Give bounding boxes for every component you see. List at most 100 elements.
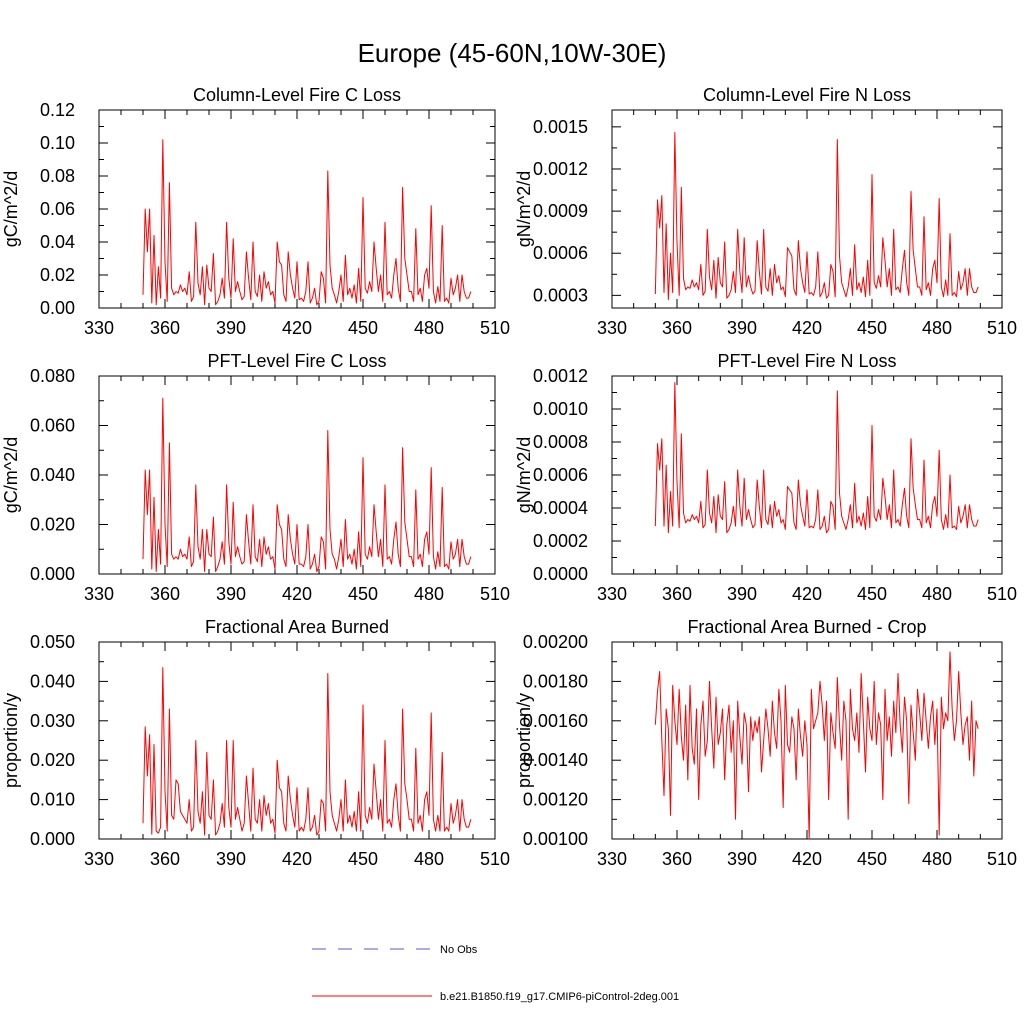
x-tick-label: 450 bbox=[348, 584, 378, 604]
panel-title: Fractional Area Burned bbox=[205, 617, 389, 637]
x-tick-label: 330 bbox=[597, 584, 627, 604]
x-tick-label: 510 bbox=[480, 584, 510, 604]
legend-label-no-obs: No Obs bbox=[440, 944, 478, 956]
series-line bbox=[142, 397, 472, 573]
x-tick-label: 360 bbox=[150, 849, 180, 869]
y-tick-label: 0.00140 bbox=[523, 750, 588, 770]
y-tick-label: 0.12 bbox=[40, 100, 75, 120]
y-tick-label: 0.0003 bbox=[533, 285, 588, 305]
plot-frame bbox=[611, 109, 1003, 309]
y-tick-label: 0.0009 bbox=[533, 201, 588, 221]
x-tick-label: 480 bbox=[414, 318, 444, 338]
plot-frame bbox=[98, 375, 496, 575]
y-tick-label: 0.010 bbox=[30, 790, 75, 810]
series-line bbox=[142, 667, 472, 836]
y-tick-label: 0.040 bbox=[30, 465, 75, 485]
x-tick-label: 330 bbox=[597, 318, 627, 338]
series-line bbox=[654, 131, 979, 301]
y-tick-label: 0.00180 bbox=[523, 671, 588, 691]
chart-panel-4: PFT-Level Fire N Loss gN/m^2/d 330 360 390 42… bbox=[514, 351, 1017, 604]
legend-label-model: b.e21.B1850.f19_g17.CMIP6-piControl-2deg… bbox=[440, 991, 679, 1003]
x-tick-label: 450 bbox=[348, 849, 378, 869]
x-tick-label: 330 bbox=[84, 318, 114, 338]
y-tick-label: 0.0008 bbox=[533, 432, 588, 452]
panel-title: Column-Level Fire C Loss bbox=[193, 85, 401, 105]
x-tick-label: 420 bbox=[792, 318, 822, 338]
x-tick-label: 420 bbox=[282, 849, 312, 869]
y-tick-label: 0.00100 bbox=[523, 829, 588, 849]
y-tick-label: 0.0012 bbox=[533, 366, 588, 386]
x-tick-label: 330 bbox=[84, 849, 114, 869]
x-tick-label: 390 bbox=[216, 849, 246, 869]
y-tick-label: 0.0004 bbox=[533, 498, 588, 518]
x-tick-label: 390 bbox=[216, 584, 246, 604]
x-tick-label: 360 bbox=[150, 584, 180, 604]
y-tick-label: 0.00 bbox=[40, 298, 75, 318]
chart-panels: Column-Level Fire C Loss gC/m^2/d 330 360 39… bbox=[1, 85, 1017, 869]
x-tick-label: 480 bbox=[414, 849, 444, 869]
y-tick-label: 0.080 bbox=[30, 366, 75, 386]
y-tick-label: 0.0000 bbox=[533, 564, 588, 584]
x-tick-label: 360 bbox=[662, 584, 692, 604]
panel-title: Column-Level Fire N Loss bbox=[703, 85, 911, 105]
figure-title: Europe (45-60N,10W-30E) bbox=[358, 38, 667, 68]
chart-panel-2: Column-Level Fire N Loss gN/m^2/d 330 360 39… bbox=[514, 85, 1017, 338]
series-line bbox=[142, 139, 472, 306]
x-tick-label: 420 bbox=[282, 318, 312, 338]
y-tick-label: 0.00120 bbox=[523, 790, 588, 810]
x-tick-label: 360 bbox=[662, 849, 692, 869]
series-line bbox=[654, 651, 979, 840]
y-tick-label: 0.0006 bbox=[533, 243, 588, 263]
x-tick-label: 360 bbox=[150, 318, 180, 338]
plot-frame bbox=[98, 641, 496, 840]
x-tick-label: 510 bbox=[987, 584, 1017, 604]
y-tick-label: 0.02 bbox=[40, 265, 75, 285]
y-axis-label: gC/m^2/d bbox=[1, 171, 21, 247]
x-tick-label: 420 bbox=[792, 849, 822, 869]
plot-frame bbox=[98, 109, 496, 309]
series-line bbox=[654, 382, 979, 534]
x-tick-label: 480 bbox=[922, 318, 952, 338]
plot-frame bbox=[611, 375, 1003, 575]
y-tick-label: 0.020 bbox=[30, 515, 75, 535]
x-tick-label: 480 bbox=[922, 584, 952, 604]
y-axis-label: proportion/y bbox=[514, 693, 534, 788]
x-tick-label: 390 bbox=[727, 318, 757, 338]
y-axis-label: proportion/y bbox=[1, 693, 21, 788]
y-tick-label: 0.050 bbox=[30, 632, 75, 652]
x-tick-label: 450 bbox=[348, 318, 378, 338]
y-axis-label: gN/m^2/d bbox=[514, 437, 534, 513]
y-tick-label: 0.0010 bbox=[533, 399, 588, 419]
panel-title: PFT-Level Fire C Loss bbox=[207, 351, 386, 371]
y-tick-label: 0.030 bbox=[30, 711, 75, 731]
chart-panel-5: Fractional Area Burned proportion/y 330 360… bbox=[1, 617, 510, 869]
y-tick-label: 0.0015 bbox=[533, 117, 588, 137]
legend: No Obs b.e21.B1850.f19_g17.CMIP6-piContr… bbox=[312, 944, 679, 1003]
x-tick-label: 450 bbox=[857, 318, 887, 338]
x-tick-label: 390 bbox=[727, 584, 757, 604]
y-tick-label: 0.04 bbox=[40, 232, 75, 252]
y-tick-label: 0.040 bbox=[30, 671, 75, 691]
x-tick-label: 480 bbox=[414, 584, 444, 604]
panel-title: PFT-Level Fire N Loss bbox=[717, 351, 896, 371]
y-tick-label: 0.060 bbox=[30, 416, 75, 436]
x-tick-label: 510 bbox=[480, 318, 510, 338]
chart-panel-6: Fractional Area Burned - Crop proportion/… bbox=[514, 617, 1017, 869]
x-tick-label: 450 bbox=[857, 849, 887, 869]
y-tick-label: 0.10 bbox=[40, 133, 75, 153]
x-tick-label: 390 bbox=[216, 318, 246, 338]
x-tick-label: 510 bbox=[987, 318, 1017, 338]
x-tick-label: 330 bbox=[84, 584, 114, 604]
y-tick-label: 0.0012 bbox=[533, 159, 588, 179]
x-tick-label: 330 bbox=[597, 849, 627, 869]
x-tick-label: 420 bbox=[282, 584, 312, 604]
x-tick-label: 480 bbox=[922, 849, 952, 869]
y-tick-label: 0.06 bbox=[40, 199, 75, 219]
x-tick-label: 360 bbox=[662, 318, 692, 338]
y-tick-label: 0.00200 bbox=[523, 632, 588, 652]
x-tick-label: 420 bbox=[792, 584, 822, 604]
y-tick-label: 0.020 bbox=[30, 750, 75, 770]
panel-title: Fractional Area Burned - Crop bbox=[687, 617, 926, 637]
y-tick-label: 0.08 bbox=[40, 166, 75, 186]
